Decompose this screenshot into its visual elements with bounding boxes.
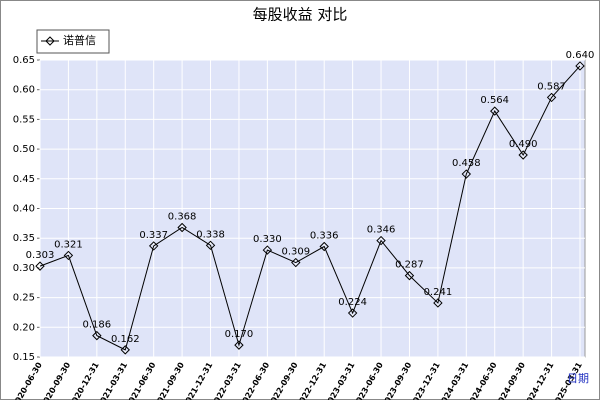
- marker: [376, 235, 386, 246]
- y-tick-label: 0.15: [13, 352, 35, 363]
- y-tick-label: 0.35: [13, 233, 35, 244]
- data-label: 0.336: [310, 231, 339, 242]
- legend-marker: [45, 36, 55, 46]
- data-label: 0.368: [168, 212, 197, 223]
- data-label: 0.321: [54, 239, 83, 250]
- data-label: 0.490: [509, 139, 538, 150]
- marker: [234, 340, 244, 350]
- legend-label: 诺普信: [63, 33, 96, 47]
- marker: [319, 241, 329, 252]
- y-tick-label: 0.55: [13, 114, 35, 125]
- data-label: 0.338: [196, 229, 225, 240]
- y-tick-label: 0.65: [13, 55, 35, 66]
- marker: [546, 92, 557, 103]
- data-label: 0.564: [480, 95, 509, 106]
- y-tick-label: 0.50: [13, 144, 35, 155]
- data-label: 0.309: [281, 247, 310, 258]
- marker: [262, 245, 273, 255]
- marker: [404, 270, 415, 281]
- marker: [35, 261, 45, 271]
- marker: [205, 240, 216, 251]
- y-tick-label: 0.20: [13, 322, 35, 333]
- data-label: 0.241: [424, 287, 453, 298]
- data-label: 0.162: [111, 334, 140, 345]
- marker: [518, 150, 528, 160]
- data-label: 0.587: [537, 81, 566, 92]
- marker: [433, 298, 443, 308]
- data-label: 0.640: [566, 50, 595, 61]
- data-label: 0.170: [225, 329, 254, 340]
- legend-box: [36, 29, 110, 54]
- y-tick-label: 0.45: [13, 174, 35, 185]
- data-label: 0.337: [139, 230, 168, 241]
- y-tick-label: 0.25: [13, 293, 35, 304]
- data-label: 0.186: [83, 320, 112, 331]
- line: [39, 65, 581, 351]
- data-label: 0.458: [452, 158, 481, 169]
- data-label: 0.303: [26, 250, 55, 261]
- marker: [63, 250, 74, 261]
- marker: [120, 345, 130, 355]
- marker: [291, 257, 301, 268]
- marker: [148, 241, 159, 251]
- marker: [461, 169, 472, 179]
- marker: [490, 106, 500, 116]
- x-axis-label: 日期: [567, 372, 589, 385]
- marker: [347, 308, 358, 318]
- data-label: 0.330: [253, 234, 282, 245]
- marker: [177, 222, 187, 233]
- chart-title: 每股收益 对比: [253, 6, 348, 24]
- y-tick-label: 0.40: [13, 204, 35, 215]
- marker: [575, 61, 585, 71]
- y-tick-label: 0.30: [13, 263, 35, 274]
- data-label: 0.224: [338, 297, 367, 308]
- data-label: 0.346: [367, 225, 396, 236]
- data-label: 0.287: [395, 260, 424, 271]
- y-tick-label: 0.60: [13, 85, 35, 96]
- marker: [92, 330, 102, 341]
